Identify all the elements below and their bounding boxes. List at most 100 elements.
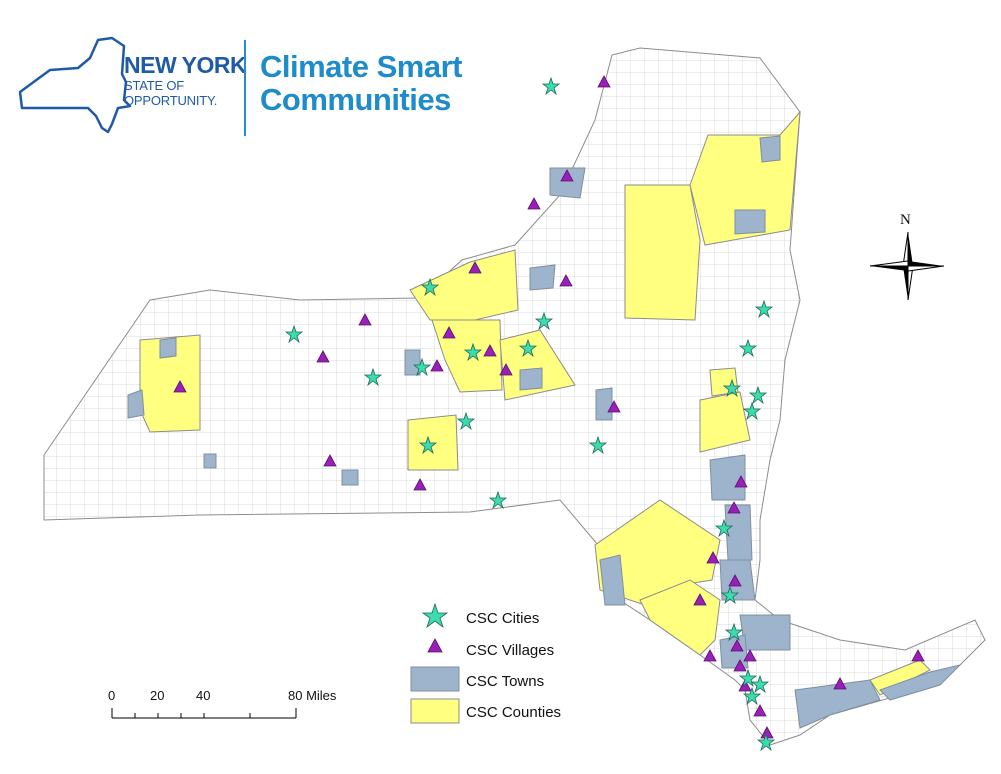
legend-label: CSC Towns <box>466 673 545 690</box>
village-marker <box>703 649 717 662</box>
town-region <box>519 367 543 391</box>
csc-cities-layer <box>284 76 776 752</box>
town-region <box>599 554 626 606</box>
village-marker <box>734 475 748 488</box>
city-marker <box>754 299 774 319</box>
city-marker <box>420 277 440 297</box>
village-marker <box>833 677 847 690</box>
city-marker <box>756 732 776 752</box>
ny-state-logo-icon <box>18 36 132 134</box>
county-region <box>624 184 701 321</box>
village-marker <box>727 501 741 514</box>
town-region <box>719 634 749 669</box>
program-title-line-2: Communities <box>260 82 451 117</box>
village-marker <box>468 261 482 274</box>
village-marker <box>442 326 456 339</box>
legend-item-villages: CSC Villages <box>408 638 628 666</box>
town-region <box>724 504 753 561</box>
town-region <box>734 209 766 235</box>
city-marker <box>534 311 554 331</box>
village-marker <box>499 363 513 376</box>
town-region <box>794 679 881 729</box>
city-marker <box>742 401 762 421</box>
city-marker <box>418 435 438 455</box>
scale-tick-label: 20 <box>150 688 165 703</box>
city-marker <box>748 385 768 405</box>
csc-towns-layer <box>127 135 962 729</box>
legend-town-box <box>410 666 460 692</box>
village-marker <box>483 344 497 357</box>
village-marker <box>430 359 444 372</box>
village-marker <box>911 649 925 662</box>
county-region <box>699 391 751 453</box>
village-marker <box>728 574 742 587</box>
legend-label: CSC Counties <box>466 704 562 721</box>
village-marker <box>733 659 747 672</box>
north-arrow <box>869 231 945 301</box>
town-region <box>879 664 962 701</box>
city-marker <box>738 338 758 358</box>
town-region <box>127 389 145 419</box>
state-name: NEW YORK <box>124 52 247 78</box>
village-marker <box>527 197 541 210</box>
town-region <box>203 453 217 469</box>
town-region <box>159 337 177 359</box>
county-region <box>499 329 576 401</box>
city-marker <box>456 411 476 431</box>
village-marker <box>743 649 757 662</box>
village-marker <box>173 380 187 393</box>
city-marker <box>724 622 744 642</box>
climate-smart-communities-logo: NEW YORK STATE OF OPPORTUNITY. Climate S… <box>14 40 494 140</box>
legend-symbols <box>410 602 460 724</box>
legend-village-triangle <box>427 638 443 653</box>
city-marker <box>720 585 740 605</box>
city-marker <box>588 435 608 455</box>
city-marker <box>541 76 561 96</box>
village-marker <box>693 593 707 606</box>
town-region <box>759 135 781 163</box>
town-region <box>549 167 586 199</box>
village-marker <box>413 478 427 491</box>
city-marker <box>738 668 758 688</box>
town-region <box>709 454 746 501</box>
town-region <box>529 264 556 291</box>
north-label: N <box>900 212 911 228</box>
legend-item-counties: CSC Counties <box>408 700 628 728</box>
legend-county-box <box>410 698 460 724</box>
scale-bar-graphic <box>111 708 297 719</box>
village-marker <box>730 639 744 652</box>
legend-item-towns: CSC Towns <box>408 669 628 697</box>
town-region <box>404 349 421 376</box>
state-tagline-1: STATE OF <box>124 78 185 93</box>
logo-divider <box>244 40 246 136</box>
city-marker <box>284 324 304 344</box>
scale-tick-label: 80 Miles <box>288 688 337 703</box>
village-marker <box>607 400 621 413</box>
county-region <box>869 659 931 696</box>
village-marker <box>753 704 767 717</box>
village-marker <box>738 679 752 692</box>
program-title: Climate Smart Communities <box>260 50 462 116</box>
city-marker <box>463 342 483 362</box>
state-tagline-2: OPPORTUNITY. <box>124 93 218 108</box>
city-marker <box>722 378 742 398</box>
ny-state-wordmark: NEW YORK STATE OF OPPORTUNITY. <box>124 52 247 108</box>
county-region <box>409 249 519 321</box>
village-marker <box>560 169 574 182</box>
csc-villages-layer <box>173 75 925 739</box>
village-marker <box>706 551 720 564</box>
village-marker <box>323 454 337 467</box>
village-marker <box>597 75 611 88</box>
scale-tick-label: 0 <box>108 688 116 703</box>
town-region <box>739 614 791 651</box>
village-marker <box>559 274 573 287</box>
village-marker <box>358 313 372 326</box>
city-marker <box>488 490 508 510</box>
city-marker <box>714 518 734 538</box>
legend-item-cities: CSC Cities <box>408 606 628 634</box>
csc-counties-layer <box>139 110 931 696</box>
scale-bar: 0 20 40 80 Miles <box>104 688 364 728</box>
county-region <box>407 414 459 471</box>
program-title-line-1: Climate Smart <box>260 49 462 84</box>
